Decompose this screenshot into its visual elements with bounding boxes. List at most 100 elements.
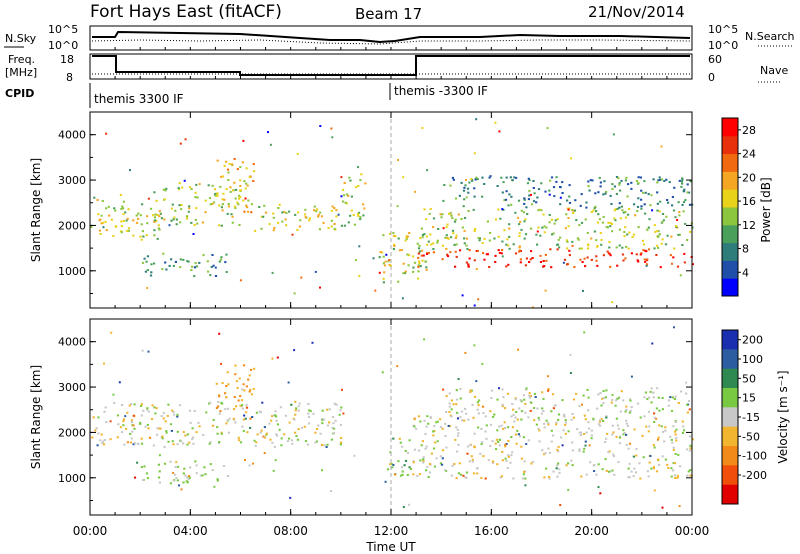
power-cell xyxy=(660,178,664,181)
velocity-cell xyxy=(685,392,688,395)
power-cell xyxy=(486,220,489,223)
velocity-cell xyxy=(428,463,432,465)
velocity-cell xyxy=(587,421,590,424)
power-cell xyxy=(188,205,191,208)
power-cell xyxy=(676,265,680,268)
power-cell xyxy=(537,188,541,191)
power-cell xyxy=(208,197,212,200)
velocity-cell xyxy=(551,434,555,437)
power-cell xyxy=(475,176,478,179)
power-cell xyxy=(397,280,400,283)
velocity-cell xyxy=(430,452,433,455)
power-cell xyxy=(165,268,168,271)
power-cell xyxy=(543,225,546,228)
power-cell xyxy=(230,213,233,216)
power-cell xyxy=(238,189,242,192)
velocity-cell xyxy=(564,423,567,426)
velocity-cell xyxy=(295,407,298,410)
velocity-cell xyxy=(454,438,457,441)
power-cell xyxy=(424,260,428,263)
power-cell xyxy=(568,184,571,187)
power-cell xyxy=(153,234,156,237)
power-cell xyxy=(346,193,349,196)
velocity-cell xyxy=(628,462,631,465)
power-cell xyxy=(454,218,457,221)
velocity-speckle xyxy=(173,413,175,416)
power-cell xyxy=(318,228,321,231)
power-cell xyxy=(663,180,666,182)
velocity-cell xyxy=(275,419,278,422)
velocity-cell xyxy=(204,473,207,476)
velocity-cell xyxy=(476,467,479,470)
power-cell xyxy=(104,220,107,223)
power-speckle xyxy=(582,289,584,292)
velocity-cell xyxy=(220,401,223,404)
velocity-cell xyxy=(533,392,537,395)
velocity-cell xyxy=(628,411,631,414)
velocity-cell xyxy=(472,416,475,419)
power-cell xyxy=(657,235,660,238)
velocity-cell xyxy=(571,449,574,452)
velocity-speckle xyxy=(218,332,221,335)
velocity-cell xyxy=(689,469,692,472)
velocity-cell xyxy=(397,460,400,463)
power-colorbar-tick-label: 20 xyxy=(742,171,756,184)
power-speckle xyxy=(414,190,417,193)
power-cell xyxy=(576,237,579,240)
velocity-speckle xyxy=(103,362,105,365)
velocity-cell xyxy=(592,417,595,420)
power-cell xyxy=(359,216,362,219)
power-cell xyxy=(204,211,207,214)
power-speckle xyxy=(426,169,429,172)
velocity-speckle xyxy=(248,464,251,467)
power-cell xyxy=(498,251,501,254)
velocity-cell xyxy=(187,475,191,478)
power-cell xyxy=(621,253,625,256)
power-cell xyxy=(494,218,498,221)
power-cell xyxy=(635,180,639,182)
power-speckle xyxy=(267,131,269,134)
velocity-speckle xyxy=(287,381,290,384)
power-cell xyxy=(639,176,642,179)
velocity-cell xyxy=(583,447,586,450)
power-cell xyxy=(153,262,156,265)
velocity-cell xyxy=(122,418,126,421)
power-cell xyxy=(463,229,466,232)
velocity-cell xyxy=(224,392,227,395)
velocity-cell xyxy=(626,424,629,427)
power-cell xyxy=(669,254,672,257)
power-cell xyxy=(494,261,497,263)
velocity-cell xyxy=(271,415,274,418)
power-speckle xyxy=(477,298,480,301)
power-speckle xyxy=(319,211,322,214)
power-cell xyxy=(425,218,428,221)
power-cell xyxy=(646,228,649,231)
velocity-cell xyxy=(664,458,667,461)
power-cell xyxy=(122,220,125,222)
power-cell xyxy=(115,225,118,228)
velocity-cell xyxy=(333,402,336,405)
power-cell xyxy=(387,260,390,263)
power-cell xyxy=(639,253,642,256)
power-cell xyxy=(516,216,520,219)
velocity-cell xyxy=(103,439,106,441)
velocity-speckle xyxy=(126,441,129,444)
velocity-cell xyxy=(308,422,311,425)
velocity-cell xyxy=(209,401,212,404)
velocity-cell xyxy=(681,431,685,434)
power-cell xyxy=(466,248,469,250)
power-cell xyxy=(195,207,198,210)
power-cell xyxy=(682,190,685,193)
velocity-cell xyxy=(520,445,523,448)
power-cell xyxy=(508,247,511,250)
power-cell xyxy=(503,229,506,232)
power-cell xyxy=(428,212,431,215)
velocity-cell xyxy=(501,403,504,406)
power-speckle xyxy=(611,301,614,304)
velocity-cell xyxy=(340,406,343,409)
velocity-cell xyxy=(613,455,616,458)
velocity-cell xyxy=(470,455,473,458)
power-speckle xyxy=(461,294,464,297)
velocity-cell xyxy=(564,432,567,435)
power-cell xyxy=(357,184,360,187)
